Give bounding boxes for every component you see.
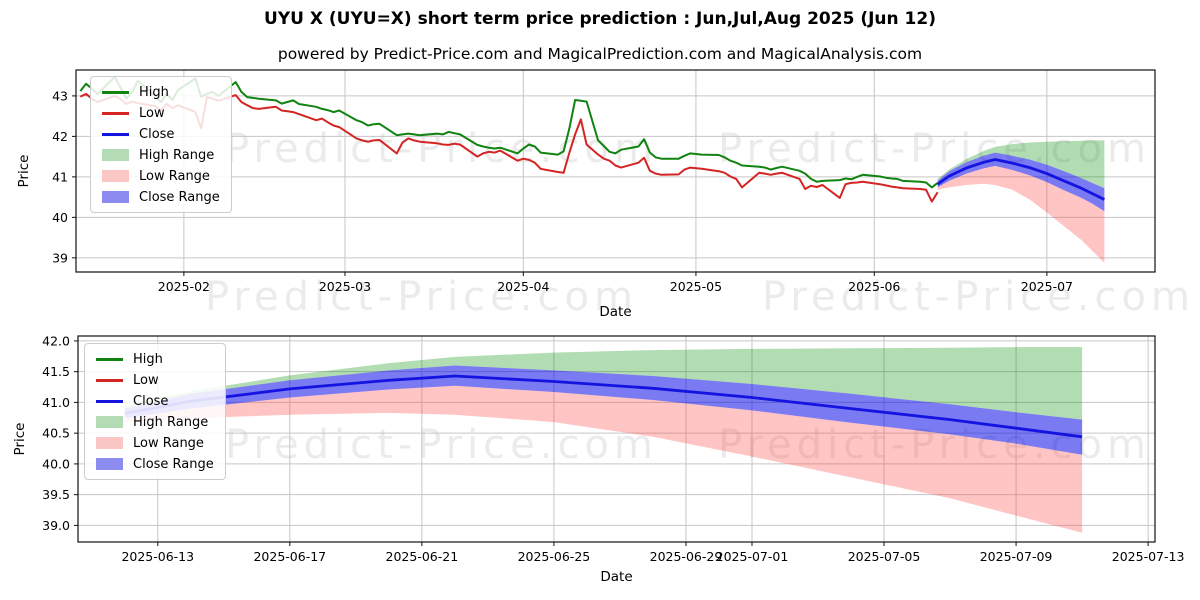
- x-tick-label: 2025-06-17: [253, 549, 326, 564]
- low-range-band: [124, 385, 1083, 533]
- watermark-text: Predict-Price.com: [718, 126, 1151, 172]
- x-tick-label: 2025-04: [497, 279, 549, 294]
- legend-swatch-patch: [96, 416, 123, 428]
- legend-swatch-patch: [102, 191, 129, 203]
- legend-swatch-line: [96, 399, 123, 403]
- chart-subtitle: powered by Predict-Price.com and Magical…: [277, 45, 923, 63]
- high-range-band: [937, 140, 1105, 189]
- x-tick-label: 2025-06: [848, 279, 900, 294]
- legend-label: Close Range: [139, 189, 220, 205]
- legend-swatch-line: [96, 357, 123, 361]
- y-tick-label: 39.5: [42, 487, 70, 502]
- close-range-band: [937, 152, 1105, 212]
- legend-label: High: [133, 351, 163, 367]
- legend-swatch-patch: [96, 437, 123, 449]
- x-tick-label: 2025-07-01: [716, 549, 789, 564]
- legend-item-low: Low: [96, 371, 214, 389]
- watermark-text: Predict-Price.com: [762, 274, 1195, 320]
- x-tick-label: 2025-06-29: [650, 549, 723, 564]
- y-tick-label: 40.0: [42, 456, 70, 471]
- legend-swatch-line: [102, 132, 129, 136]
- legend-bottom-chart: High Low Close High Range Low Range Close Ran…: [84, 343, 226, 480]
- close-line: [124, 374, 1083, 439]
- x-tick-label: 2025-03: [319, 279, 371, 294]
- legend-label: Close Range: [133, 456, 214, 472]
- legend-swatch-patch: [102, 170, 129, 182]
- axes-frame: [75, 69, 1156, 273]
- legend-label: High Range: [139, 147, 215, 163]
- legend-item-high-range: High Range: [102, 146, 220, 164]
- x-tick-label: 2025-07: [1021, 279, 1073, 294]
- close-line: [936, 158, 1106, 201]
- axes-frame: [77, 335, 1156, 543]
- legend-top-chart: High Low Close High Range Low Range Close Ran…: [90, 76, 232, 213]
- legend-item-low-range: Low Range: [102, 167, 220, 185]
- y-tick-label: 41: [52, 169, 68, 184]
- x-axis-label: Date: [599, 304, 631, 320]
- y-tick-label: 40: [52, 210, 68, 225]
- x-tick-label: 2025-06-13: [121, 549, 194, 564]
- y-axis-label: Price: [12, 423, 28, 456]
- legend-swatch-line: [102, 90, 129, 94]
- legend-item-low: Low: [102, 104, 220, 122]
- high-range-band: [124, 347, 1083, 420]
- y-tick-label: 42.0: [42, 333, 70, 348]
- legend-swatch-patch: [102, 149, 129, 161]
- x-tick-label: 2025-07-09: [980, 549, 1053, 564]
- legend-item-low-range: Low Range: [96, 434, 214, 452]
- y-tick-label: 40.5: [42, 426, 70, 441]
- y-tick-label: 43: [52, 88, 68, 103]
- x-tick-label: 2025-07-05: [848, 549, 921, 564]
- x-tick-label: 2025-07-13: [1112, 549, 1185, 564]
- low-range-band: [937, 165, 1105, 263]
- x-tick-label: 2025-06-21: [386, 549, 459, 564]
- watermark-text: Predict-Price.com: [205, 274, 638, 320]
- x-tick-label: 2025-06-25: [518, 549, 591, 564]
- y-tick-label: 42: [52, 129, 68, 144]
- legend-item-close: Close: [102, 125, 220, 143]
- legend-item-close-range: Close Range: [102, 188, 220, 206]
- legend-swatch-line: [96, 378, 123, 382]
- y-tick-label: 41.0: [42, 395, 70, 410]
- y-tick-label: 39.0: [42, 518, 70, 533]
- x-tick-label: 2025-02: [158, 279, 210, 294]
- y-axis-label: Price: [16, 155, 32, 188]
- watermark-text: Predict-Price.com: [225, 422, 658, 468]
- legend-item-close-range: Close Range: [96, 455, 214, 473]
- close-range-band: [124, 365, 1083, 455]
- y-tick-label: 41.5: [42, 364, 70, 379]
- legend-label: Low Range: [133, 435, 204, 451]
- x-tick-label: 2025-05: [670, 279, 722, 294]
- y-tick-label: 39: [52, 250, 68, 265]
- chart-title: UYU X (UYU=X) short term price predictio…: [264, 9, 936, 29]
- legend-label: Low: [133, 372, 159, 388]
- legend-label: Close: [133, 393, 169, 409]
- legend-item-close: Close: [96, 392, 214, 410]
- x-axis-label: Date: [600, 569, 632, 585]
- legend-label: Low: [139, 105, 165, 121]
- legend-swatch-line: [102, 111, 129, 115]
- legend-item-high: High: [96, 350, 214, 368]
- legend-label: Close: [139, 126, 175, 142]
- legend-item-high-range: High Range: [96, 413, 214, 431]
- legend-swatch-patch: [96, 458, 123, 470]
- legend-label: High Range: [133, 414, 209, 430]
- legend-label: Low Range: [139, 168, 210, 184]
- legend-label: High: [139, 84, 169, 100]
- legend-item-high: High: [102, 83, 220, 101]
